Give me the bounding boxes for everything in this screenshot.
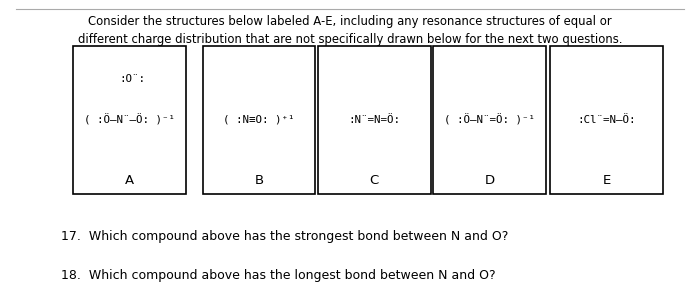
Text: A: A <box>125 174 134 187</box>
Bar <box>550 46 663 194</box>
Text: 17.  Which compound above has the strongest bond between N and O?: 17. Which compound above has the stronge… <box>62 231 509 244</box>
Text: B: B <box>254 174 263 187</box>
Text: C: C <box>370 174 379 187</box>
Text: :Ö:: :Ö: <box>120 74 146 84</box>
Text: E: E <box>603 174 610 187</box>
Bar <box>202 46 315 194</box>
Text: D: D <box>484 174 495 187</box>
Bar <box>74 46 186 194</box>
Text: different charge distribution that are not specifically drawn below for the next: different charge distribution that are n… <box>78 33 622 46</box>
Text: ( :Ö—N̈—Ö: )⁻¹: ( :Ö—N̈—Ö: )⁻¹ <box>84 114 175 126</box>
Text: 18.  Which compound above has the longest bond between N and O?: 18. Which compound above has the longest… <box>62 269 496 282</box>
Text: Consider the structures below labeled A-E, including any resonance structures of: Consider the structures below labeled A-… <box>88 15 612 28</box>
Text: :N̈=N=Ö:: :N̈=N=Ö: <box>349 115 400 125</box>
Bar <box>318 46 430 194</box>
Bar <box>433 46 546 194</box>
Text: ( :N≡O: )⁺¹: ( :N≡O: )⁺¹ <box>223 115 295 125</box>
Text: ( :Ö—N̈=Ö: )⁻¹: ( :Ö—N̈=Ö: )⁻¹ <box>444 114 536 126</box>
Text: :Cl̈=N—Ö:: :Cl̈=N—Ö: <box>578 115 636 125</box>
